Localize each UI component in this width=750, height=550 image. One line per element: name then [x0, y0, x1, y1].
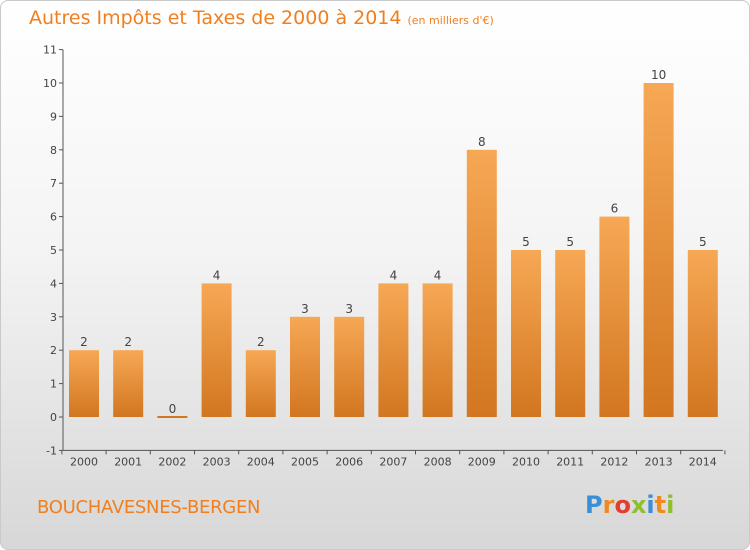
data-label: 2 — [257, 335, 265, 349]
bar — [511, 250, 541, 417]
logo-letter: i — [646, 491, 655, 519]
bar — [69, 350, 99, 417]
y-tick-label: -1 — [46, 444, 57, 457]
logo-letter: o — [614, 491, 631, 519]
x-tick-label: 2012 — [600, 455, 628, 468]
data-label: 2 — [124, 335, 132, 349]
x-tick-label: 2013 — [645, 455, 673, 468]
x-tick-label: 2011 — [556, 455, 584, 468]
logo-letter: P — [585, 491, 603, 519]
x-tick-label: 2008 — [424, 455, 452, 468]
x-tick-label: 2003 — [203, 455, 231, 468]
x-tick-label: 2006 — [335, 455, 363, 468]
y-tick-label: 11 — [43, 44, 57, 57]
x-tick-label: 2007 — [379, 455, 407, 468]
bar — [334, 316, 365, 417]
y-tick-label: 4 — [50, 277, 57, 290]
bar — [113, 350, 144, 417]
bar — [378, 283, 409, 417]
commune-name: BOUCHAVESNES-BERGEN — [37, 497, 261, 518]
bar — [245, 350, 276, 417]
y-tick-label: 0 — [50, 411, 57, 424]
proxiti-logo: Proxiti — [585, 491, 674, 519]
data-label: 5 — [566, 235, 574, 249]
bar — [555, 250, 586, 417]
data-label: 10 — [651, 68, 666, 82]
data-label: 4 — [390, 268, 398, 282]
bar — [466, 149, 497, 418]
y-tick-label: 10 — [43, 77, 57, 90]
y-tick-label: 9 — [50, 110, 57, 123]
logo-letter: i — [666, 491, 675, 519]
data-label: 0 — [169, 402, 177, 416]
x-tick-label: 2004 — [247, 455, 275, 468]
y-tick-label: 8 — [50, 144, 57, 157]
chart-title: Autres Impôts et Taxes de 2000 à 2014 (en… — [29, 7, 494, 29]
x-tick-label: 2000 — [70, 455, 98, 468]
bar — [157, 416, 188, 418]
bar — [290, 316, 320, 417]
logo-letter: x — [630, 491, 647, 519]
x-tick-label: 2014 — [689, 455, 717, 468]
x-tick-label: 2002 — [158, 455, 186, 468]
chart-title-main: Autres Impôts et Taxes de 2000 à 2014 — [29, 7, 402, 29]
data-label: 8 — [478, 135, 486, 149]
logo-letter: r — [602, 491, 615, 519]
chart-title-unit: (en milliers d'€) — [407, 14, 494, 27]
data-label: 3 — [301, 302, 309, 316]
data-label: 5 — [699, 235, 707, 249]
y-tick-label: 6 — [50, 211, 57, 224]
y-tick-label: 1 — [50, 378, 57, 391]
data-label: 4 — [434, 268, 442, 282]
data-label: 6 — [611, 202, 619, 216]
x-tick-label: 2010 — [512, 455, 540, 468]
data-label: 4 — [213, 268, 221, 282]
y-tick-label: 5 — [50, 244, 57, 257]
logo-letter: t — [654, 491, 667, 519]
y-tick-label: 2 — [50, 344, 57, 357]
bar — [422, 283, 453, 417]
x-tick-label: 2005 — [291, 455, 319, 468]
bar — [687, 250, 718, 417]
data-label: 5 — [522, 235, 530, 249]
x-tick-label: 2001 — [114, 455, 142, 468]
data-label: 2 — [80, 335, 88, 349]
x-tick-label: 2009 — [468, 455, 496, 468]
y-tick-label: 7 — [50, 177, 57, 190]
y-tick-label: 3 — [50, 311, 57, 324]
bar — [643, 83, 674, 417]
data-label: 3 — [345, 302, 353, 316]
bar — [599, 216, 630, 417]
bar — [201, 283, 232, 417]
